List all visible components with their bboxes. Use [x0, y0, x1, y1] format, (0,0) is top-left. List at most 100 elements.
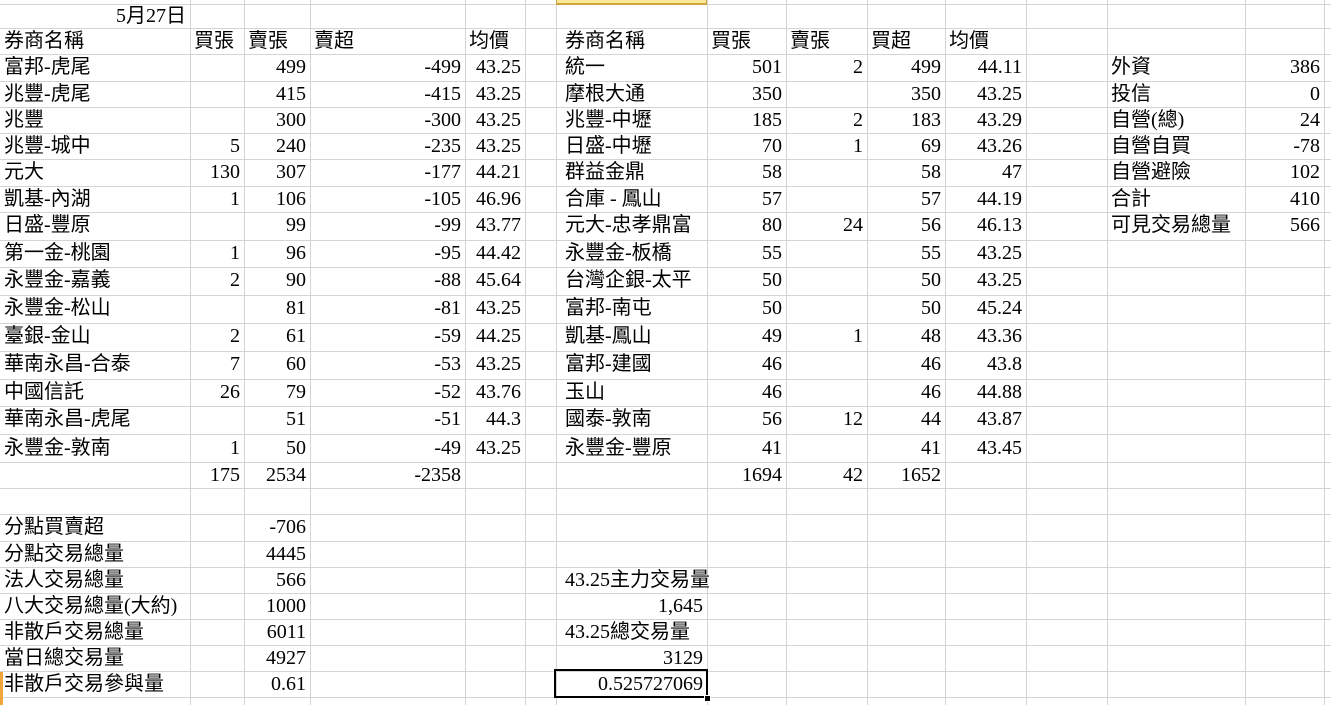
avg-cell[interactable]: 43.26	[977, 135, 1022, 158]
broker-name-cell[interactable]: 兆豐-虎尾	[4, 82, 91, 105]
header-cell[interactable]: 賣張	[248, 30, 288, 52]
buy-cell[interactable]: 41	[762, 437, 782, 460]
broker-name-cell[interactable]: 兆豐	[4, 108, 44, 131]
avg-cell[interactable]: 43.25	[977, 269, 1022, 292]
avg-cell[interactable]: 43.25	[476, 56, 521, 79]
buy-cell[interactable]: 50	[762, 297, 782, 320]
avg-cell[interactable]: 43.25	[977, 241, 1022, 264]
summary-label-cell[interactable]: 自營(總)	[1111, 108, 1185, 131]
buy-cell[interactable]: 26	[220, 380, 240, 403]
net-cell[interactable]: 69	[921, 135, 941, 158]
sell-cell[interactable]: 90	[286, 269, 306, 292]
net-cell[interactable]: -300	[424, 108, 461, 131]
broker-name-cell[interactable]: 富邦-虎尾	[4, 56, 91, 79]
net-cell[interactable]: -88	[434, 269, 461, 292]
broker-name-cell[interactable]: 永豐金-板橋	[565, 241, 672, 264]
buy-cell[interactable]: 2	[230, 269, 240, 292]
sell-cell[interactable]	[786, 434, 867, 462]
avg-cell[interactable]: 43.25	[476, 108, 521, 131]
sell-cell[interactable]	[786, 351, 867, 379]
avg-cell[interactable]: 44.3	[486, 408, 521, 431]
net-cell[interactable]: -235	[424, 135, 461, 158]
sell-cell[interactable]	[786, 159, 867, 185]
net-cell[interactable]: 57	[921, 187, 941, 210]
buy-cell[interactable]: 185	[752, 108, 782, 131]
broker-name-cell[interactable]: 臺銀-金山	[4, 324, 91, 347]
sell-cell[interactable]	[786, 186, 867, 212]
avg-cell[interactable]: 46.96	[476, 187, 521, 210]
summary-value-cell[interactable]: 386	[1290, 56, 1320, 79]
fill-handle-icon[interactable]	[704, 695, 711, 702]
summary-label-cell[interactable]: 當日總交易量	[4, 647, 124, 669]
sell-cell[interactable]: 50	[286, 437, 306, 460]
summary-label-cell[interactable]: 非散戶交易總量	[4, 621, 144, 643]
sell-cell[interactable]	[786, 267, 867, 295]
summary-value-cell[interactable]: 102	[1290, 161, 1320, 184]
net-cell[interactable]: -105	[424, 187, 461, 210]
net-cell[interactable]: 46	[921, 380, 941, 403]
summary-cell[interactable]: 43.25主力交易量	[565, 568, 710, 591]
buy-cell[interactable]: 57	[762, 187, 782, 210]
broker-name-cell[interactable]: 國泰-敦南	[565, 408, 652, 431]
avg-cell[interactable]: 43.25	[476, 82, 521, 105]
summary-label-cell[interactable]: 投信	[1111, 82, 1151, 105]
header-cell[interactable]: 賣張	[790, 30, 830, 52]
broker-name-cell[interactable]: 華南永昌-虎尾	[4, 408, 131, 431]
avg-cell[interactable]: 44.11	[977, 56, 1022, 79]
net-cell[interactable]: -49	[434, 437, 461, 460]
sell-cell[interactable]: 1	[853, 135, 863, 158]
net-cell[interactable]: -52	[434, 380, 461, 403]
avg-cell[interactable]: 43.76	[476, 380, 521, 403]
buy-cell[interactable]: 55	[762, 241, 782, 264]
buy-cell[interactable]	[190, 406, 244, 434]
sell-cell[interactable]: 79	[286, 380, 306, 403]
summary-label-cell[interactable]: 自營自買	[1111, 135, 1191, 158]
summary-label-cell[interactable]: 法人交易總量	[4, 568, 124, 591]
summary-value-cell[interactable]: 0.61	[271, 673, 306, 695]
broker-name-cell[interactable]: 華南永昌-合泰	[4, 352, 131, 375]
avg-cell[interactable]: 45.64	[476, 269, 521, 292]
selected-cell[interactable]: 0.525727069	[598, 673, 703, 695]
sell-cell[interactable]: 24	[843, 213, 863, 236]
summary-value-cell[interactable]: 0	[1310, 82, 1320, 105]
summary-value-cell[interactable]: 24	[1300, 108, 1320, 131]
summary-label-cell[interactable]: 外資	[1111, 56, 1151, 79]
broker-name-cell[interactable]: 玉山	[565, 380, 605, 403]
avg-cell[interactable]: 47	[1002, 161, 1022, 184]
avg-cell[interactable]: 44.19	[977, 187, 1022, 210]
sell-cell[interactable]: 1	[853, 324, 863, 347]
net-cell[interactable]: 58	[921, 161, 941, 184]
sell-cell[interactable]: 12	[843, 408, 863, 431]
avg-cell[interactable]: 44.42	[476, 241, 521, 264]
sell-cell[interactable]	[786, 81, 867, 107]
net-cell[interactable]: -81	[434, 297, 461, 320]
avg-cell[interactable]: 46.13	[977, 213, 1022, 236]
broker-name-cell[interactable]: 兆豐-中壢	[565, 108, 652, 131]
broker-name-cell[interactable]: 富邦-南屯	[565, 297, 652, 320]
avg-cell[interactable]: 43.25	[476, 297, 521, 320]
net-cell[interactable]: -95	[434, 241, 461, 264]
buy-cell[interactable]: 1	[230, 187, 240, 210]
total-sell-cell[interactable]: 42	[843, 464, 863, 487]
sell-cell[interactable]	[786, 240, 867, 268]
summary-value-cell[interactable]: 6011	[266, 621, 306, 643]
avg-cell[interactable]: 43.25	[476, 437, 521, 460]
sell-cell[interactable]: 51	[286, 408, 306, 431]
summary-label-cell[interactable]: 分點交易總量	[4, 542, 124, 565]
broker-name-cell[interactable]: 元大-忠孝鼎富	[565, 213, 692, 236]
avg-cell[interactable]: 43.87	[977, 408, 1022, 431]
net-cell[interactable]: 50	[921, 297, 941, 320]
avg-cell[interactable]: 43.36	[977, 324, 1022, 347]
net-cell[interactable]: 56	[921, 213, 941, 236]
avg-cell[interactable]: 43.25	[977, 82, 1022, 105]
header-cell[interactable]: 券商名稱	[565, 30, 645, 52]
header-cell[interactable]: 均價	[469, 30, 509, 52]
summary-label-cell[interactable]: 可見交易總量	[1111, 213, 1231, 236]
net-cell[interactable]: -177	[424, 161, 461, 184]
avg-cell[interactable]: 43.29	[977, 108, 1022, 131]
sell-cell[interactable]: 2	[853, 108, 863, 131]
net-cell[interactable]: -59	[434, 324, 461, 347]
sell-cell[interactable]	[786, 295, 867, 323]
buy-cell[interactable]	[190, 54, 244, 80]
buy-cell[interactable]: 2	[230, 324, 240, 347]
